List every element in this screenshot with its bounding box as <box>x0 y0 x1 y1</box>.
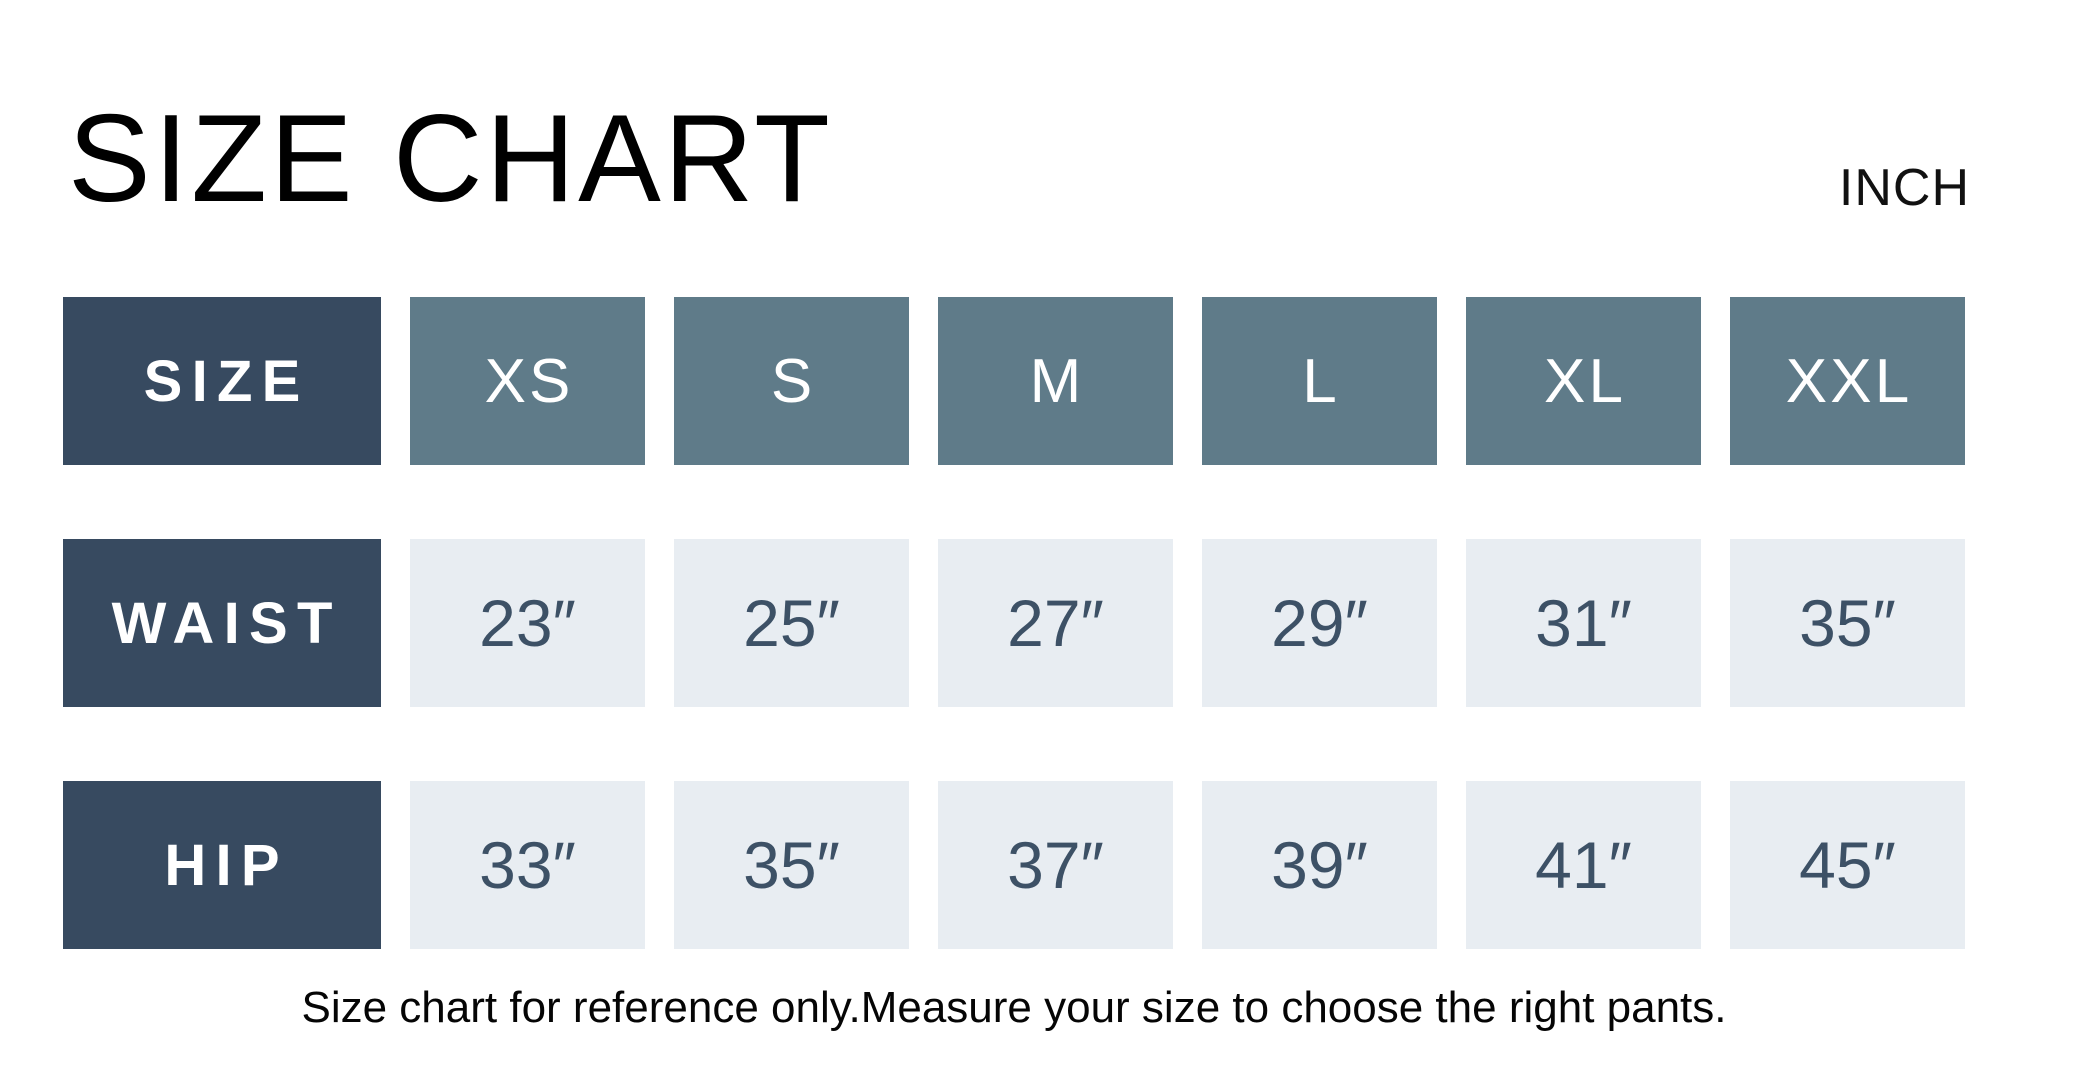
hip-value-cell: 45″ <box>1730 781 1965 949</box>
size-column-header-xxl: XXL <box>1730 297 1965 465</box>
size-column-header-xl: XL <box>1466 297 1701 465</box>
waist-value-cell: 27″ <box>938 539 1173 707</box>
footnote-text: Size chart for reference only.Measure yo… <box>301 983 1727 1032</box>
unit-label: INCH <box>1838 159 1970 217</box>
hip-value-cell: 33″ <box>410 781 645 949</box>
waist-value-cell: 35″ <box>1730 539 1965 707</box>
hip-value-cell: 41″ <box>1466 781 1701 949</box>
waist-value-cell: 23″ <box>410 539 645 707</box>
hip-value-cell: 37″ <box>938 781 1173 949</box>
row-label-waist: WAIST <box>63 539 381 707</box>
waist-value-cell: 25″ <box>674 539 909 707</box>
waist-value-cell: 29″ <box>1202 539 1437 707</box>
hip-value-cell: 35″ <box>674 781 909 949</box>
row-label-hip: HIP <box>63 781 381 949</box>
hip-value-cell: 39″ <box>1202 781 1437 949</box>
size-column-header-m: M <box>938 297 1173 465</box>
corner-header-cell: SIZE <box>63 297 381 465</box>
waist-value-cell: 31″ <box>1466 539 1701 707</box>
size-column-header-s: S <box>674 297 909 465</box>
page-title: SIZE CHART <box>68 90 833 228</box>
size-table: SIZE XS S M L XL XXL WAIST 23″ 25″ 27″ 2… <box>63 297 1965 949</box>
size-column-header-xs: XS <box>410 297 645 465</box>
size-column-header-l: L <box>1202 297 1437 465</box>
